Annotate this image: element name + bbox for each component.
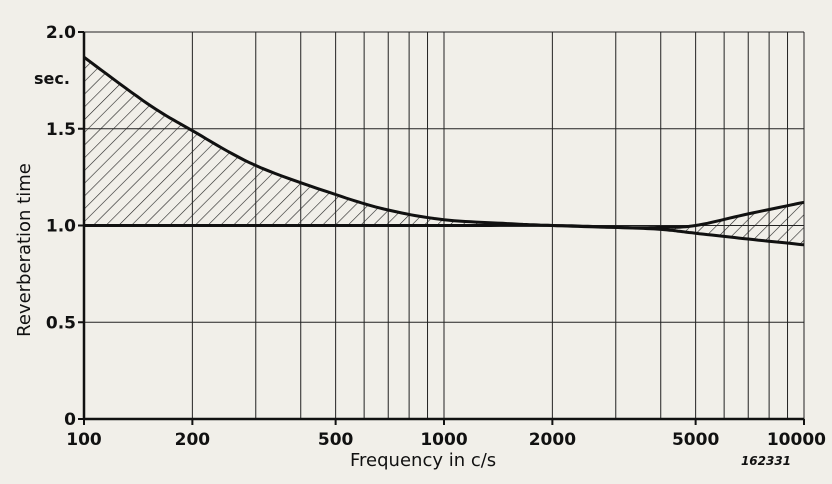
x-tick-label: 500 — [318, 430, 354, 450]
x-tick-label: 10000 — [767, 430, 826, 450]
x-tick-label: 2000 — [529, 430, 576, 450]
hatched-band — [84, 57, 804, 245]
x-tick-label: 1000 — [420, 430, 467, 450]
x-axis-label: Frequency in c/s — [350, 450, 496, 471]
y-tick-label: 1.0 — [46, 217, 76, 237]
y-tick-label: 0 — [64, 410, 76, 430]
x-tick-label: 100 — [66, 430, 102, 450]
upper-curve — [83, 55, 805, 230]
y-axis-unit: sec. — [34, 69, 70, 88]
lower-curve — [84, 223, 805, 247]
figure-number: 162331 — [741, 454, 791, 468]
y-tick-label: 1.5 — [46, 120, 76, 140]
y-tick-label: 2.0 — [46, 23, 76, 43]
plot-area: 0 0.5 1.0 1.5 2.0 100 200 500 1000 2000 5000 10000 — [46, 23, 826, 450]
x-tick-label: 200 — [175, 430, 211, 450]
y-axis-label: Reverberation time — [14, 163, 35, 337]
x-tick-label: 5000 — [672, 430, 719, 450]
y-tick-label: 0.5 — [46, 313, 76, 333]
